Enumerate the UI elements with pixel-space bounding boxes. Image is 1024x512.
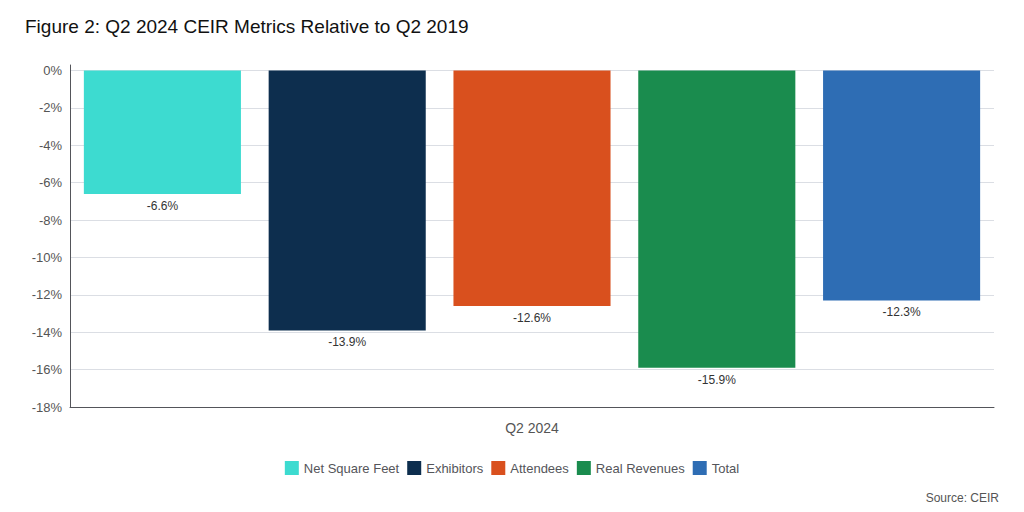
svg-text:Exhibitors: Exhibitors (426, 461, 484, 476)
svg-text:-10%: -10% (32, 250, 63, 265)
svg-text:-12%: -12% (32, 287, 63, 302)
svg-text:Q2 2024: Q2 2024 (505, 420, 559, 436)
svg-text:-12.3%: -12.3% (883, 305, 921, 319)
svg-text:-6%: -6% (39, 175, 63, 190)
svg-text:Net Square Feet: Net Square Feet (304, 461, 400, 476)
svg-text:0%: 0% (43, 63, 62, 78)
svg-text:-13.9%: -13.9% (328, 335, 366, 349)
svg-text:Total: Total (712, 461, 740, 476)
svg-text:-12.6%: -12.6% (513, 311, 551, 325)
svg-text:Figure 2: Q2 2024 CEIR Metrics: Figure 2: Q2 2024 CEIR Metrics Relative … (25, 16, 469, 37)
svg-text:Real Revenues: Real Revenues (596, 461, 685, 476)
svg-text:-8%: -8% (39, 213, 63, 228)
svg-text:-18%: -18% (32, 400, 63, 415)
svg-text:-2%: -2% (39, 100, 63, 115)
svg-text:-15.9%: -15.9% (698, 373, 736, 387)
svg-text:Source: CEIR: Source: CEIR (926, 491, 1000, 505)
svg-text:-4%: -4% (39, 138, 63, 153)
svg-text:Attendees: Attendees (510, 461, 569, 476)
svg-text:-6.6%: -6.6% (147, 199, 179, 213)
svg-text:-16%: -16% (32, 362, 63, 377)
svg-text:-14%: -14% (32, 325, 63, 340)
